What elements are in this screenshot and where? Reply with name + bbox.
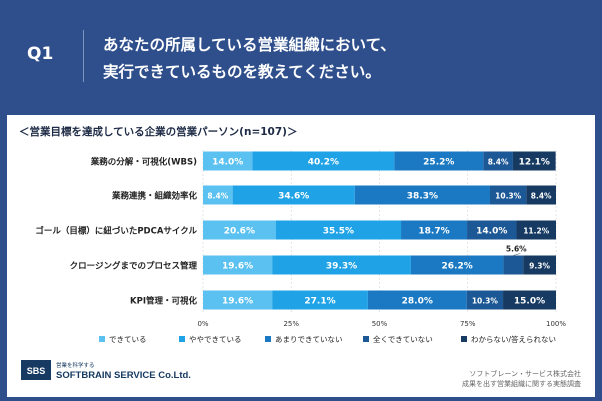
credit-company: ソフトブレーン・サービス株式会社 [469,370,581,378]
bar-value-label: 19.6% [222,297,253,307]
logo-company-name: SOFTBRAIN SERVICE Co.Ltd. [56,370,191,381]
bar-segment [203,220,276,240]
bar-segment [410,255,504,275]
bar-value-label: 27.1% [304,297,335,307]
logo-tagline: 営業を科学する [56,361,95,369]
bar-value-label: 12.1% [519,158,550,168]
legend-label: わからない/答えられない [471,334,556,344]
question-line-2: 実行できているものを教えてください。 [103,63,381,81]
bar-segment [203,185,233,205]
bar-value-label: 8.4% [207,192,228,201]
bar-segment [354,185,490,205]
bar-segment [526,185,556,205]
legend-swatch [99,336,105,342]
legend-label: できている [109,335,147,344]
bar-value-label: 8.4% [488,158,509,167]
header-divider [83,30,84,82]
category-label: KPI管理・可視化 [130,296,197,307]
bar-value-label: 18.7% [418,227,449,237]
company-logo: SBS 営業を科学する SOFTBRAIN SERVICE Co.Ltd. [21,359,211,385]
bar-value-label: 10.3% [495,192,522,201]
bar-value-label: 38.3% [407,192,438,202]
bar-segment [272,290,368,310]
bar-segment [401,220,468,240]
legend-swatch [461,336,467,342]
bar-value-label: 9.3% [529,262,550,271]
bar-value-label: 19.6% [222,262,253,272]
legend-swatch [363,336,369,342]
bar-value-label: 20.6% [224,227,255,237]
question-line-1: あなたの所属している営業組織において、 [103,36,396,54]
bar-segment [203,290,273,310]
category-label: クロージングまでのプロセス管理 [70,261,198,272]
bar-value-label: 25.2% [423,158,454,168]
bar-segment [275,220,402,240]
chart-subtitle: ＜営業目標を達成している企業の営業パーソン(n=107)＞ [19,126,298,138]
bar-segment [272,255,411,275]
source-credit: ソフトブレーン・サービス株式会社 成果を出す営業組織に関する実態調査 [462,369,581,389]
question-number: Q1 [27,44,54,64]
x-tick-label: 0% [197,320,208,328]
x-tick-label: 100% [546,320,566,328]
bar-value-label: 28.0% [402,297,433,307]
legend-swatch [179,336,185,342]
bar-segment [394,151,484,171]
bar-value-label: 5.6% [506,245,527,254]
logo-badge [21,360,51,380]
question-text: あなたの所属している営業組織において、 実行できているものを教えてください。 [103,32,396,86]
chart-card: ＜営業目標を達成している企業の営業パーソン(n=107)＞ 0% 25% 50% 75… [7,115,595,397]
bar-value-label: 11.2% [523,227,550,236]
bar-segment [203,255,273,275]
category-label: 業務連携・組織効率化 [111,191,198,202]
label-leader-line [513,253,521,256]
bar-segment [203,151,253,171]
x-tick-label: 25% [283,320,299,328]
bar-segment [489,185,527,205]
bar-segment [232,185,355,205]
legend-label: ややできている [189,335,242,344]
bar-value-label: 15.0% [514,297,545,307]
bar-segment [516,220,556,240]
bar-segment [512,151,556,171]
legend-swatch [265,336,271,342]
bar-segment [503,255,524,275]
legend-label: 全くできていない [373,334,433,344]
question-header: Q1 あなたの所属している営業組織において、 実行できているものを教えてください… [0,0,602,101]
bar-segment [466,290,504,310]
x-tick-label: 50% [372,320,388,328]
credit-survey: 成果を出す営業組織に関する実態調査 [462,380,581,388]
bar-segment [503,290,556,310]
bar-segment [483,151,513,171]
bar-segment [367,290,467,310]
bar-value-label: 10.3% [472,297,499,306]
bar-value-label: 35.5% [323,227,354,237]
bar-value-label: 14.0% [212,158,243,168]
category-label: 業務の分解・可視化(WBS) [90,157,197,168]
logo-badge-text: SBS [27,366,46,376]
bar-value-label: 8.4% [531,192,552,201]
bar-value-label: 34.6% [278,192,309,202]
bar-value-label: 26.2% [442,262,473,272]
stacked-bar-chart: 0% 25% 50% 75% 100% 業務の分解・可視化(WBS) 14.0% 40.2% 2… [35,150,566,344]
x-tick-label: 75% [460,320,476,328]
bar-value-label: 40.2% [308,158,339,168]
category-label: ゴール（目標）に紐づいたPDCAサイクル [35,226,197,237]
bar-value-label: 14.0% [476,227,507,237]
bar-segment [523,255,556,275]
legend-label: あまりできていない [275,335,343,344]
bar-segment [252,151,395,171]
bar-value-label: 39.3% [326,262,357,272]
bar-segment [467,220,517,240]
